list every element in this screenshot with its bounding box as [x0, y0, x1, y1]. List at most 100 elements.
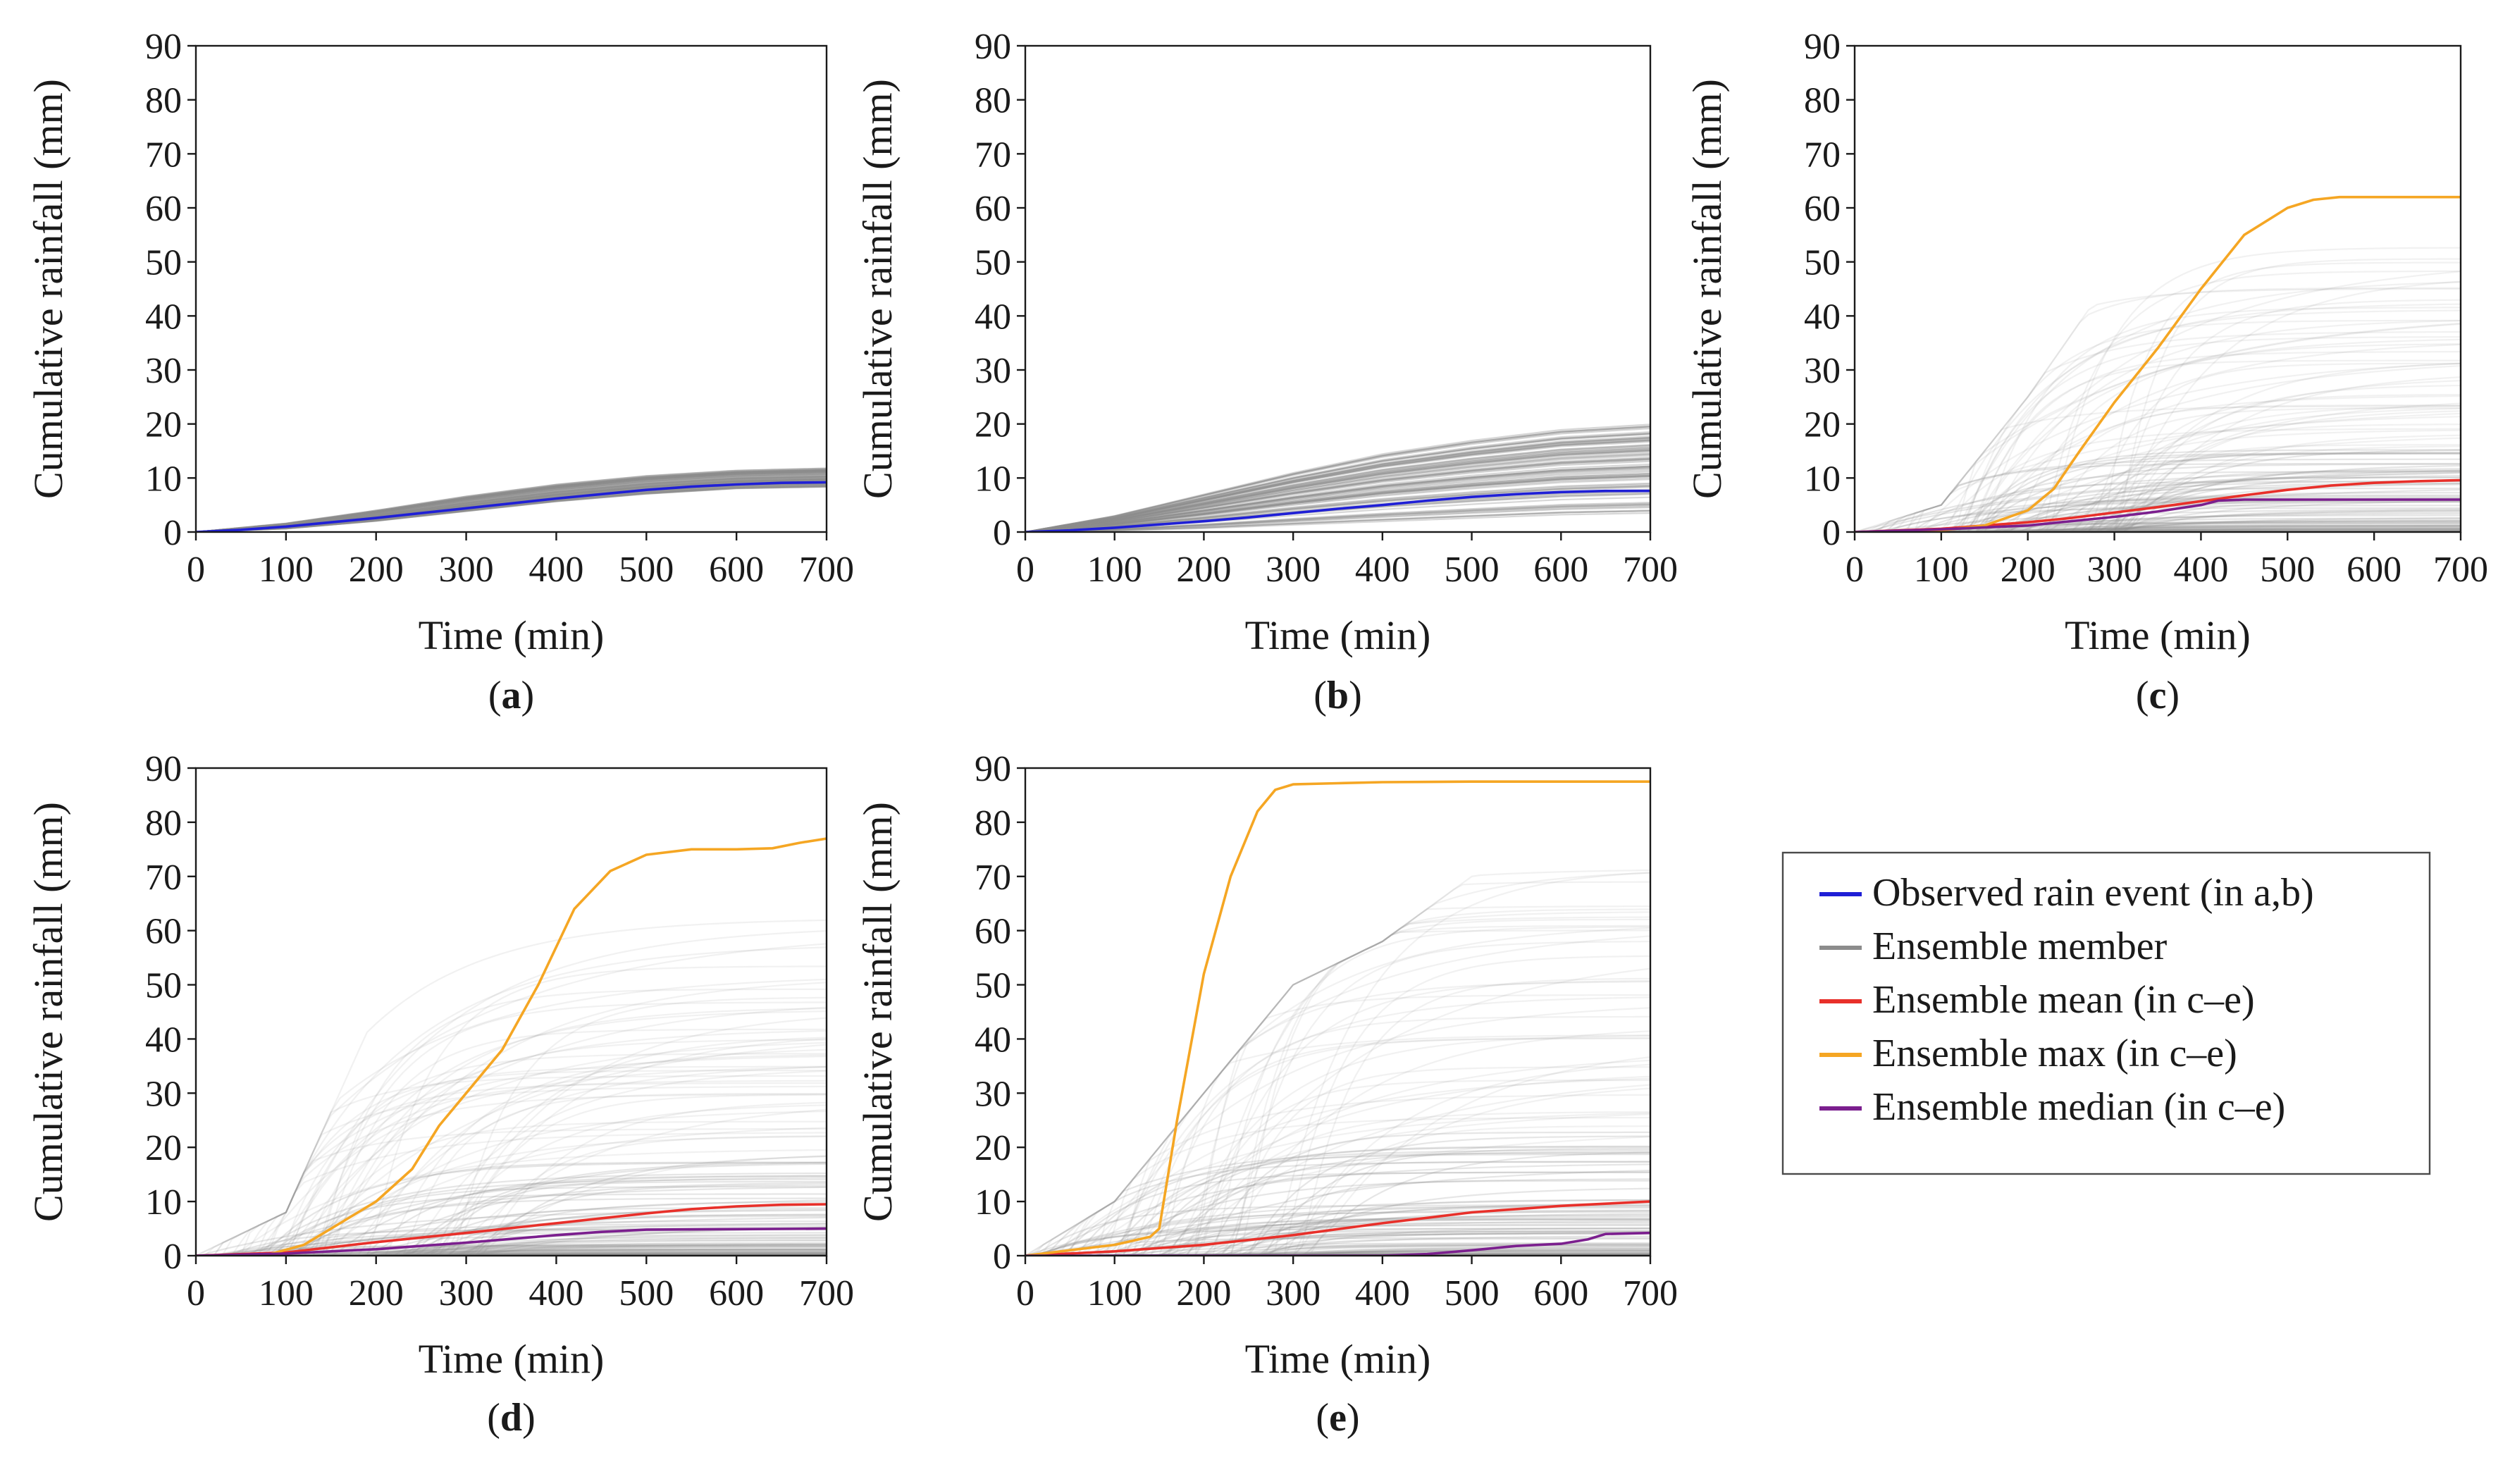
panel-label-open: (	[2136, 674, 2149, 717]
ensemble-member-line	[1025, 1180, 1650, 1256]
ensemble-member-line	[1025, 502, 1650, 532]
ensemble-member-line	[196, 1092, 827, 1256]
ensemble-member-line	[1025, 1202, 1650, 1256]
ensemble-member-line	[1855, 452, 2461, 532]
ensemble-member-line	[1025, 1136, 1650, 1256]
x-axis-label: Time (min)	[2065, 612, 2251, 658]
ensemble-member-line	[1025, 1217, 1650, 1256]
ensemble-member-line	[1025, 1079, 1650, 1256]
plot-frame	[1024, 44, 1652, 533]
ensemble-member-line	[1025, 1224, 1650, 1256]
ensemble-member-line	[196, 471, 827, 532]
ensemble-member-line	[1025, 504, 1650, 532]
ensemble-member-line	[1025, 1007, 1650, 1256]
ensemble-member-line	[1855, 501, 2461, 532]
ensemble-member-line	[1855, 299, 2461, 532]
plot-area	[1025, 780, 1650, 1256]
ensemble-member-line	[1025, 929, 1650, 1256]
ensemble-member-line	[1855, 528, 2461, 532]
ensemble-member-line	[1855, 365, 2461, 532]
ensemble-member-line	[196, 1244, 827, 1256]
ensemble-member-line	[1025, 452, 1650, 532]
ensemble-members	[1025, 869, 1650, 1256]
ensemble-member-line	[1025, 1151, 1650, 1256]
ensemble-member-line	[196, 470, 827, 532]
ensemble-member-line	[1855, 359, 2461, 532]
ensemble-member-line	[1855, 319, 2461, 532]
ensemble-member-line	[1025, 908, 1650, 1256]
ensemble-member-line	[1855, 492, 2461, 532]
ensemble-member-line	[196, 1093, 827, 1256]
ensemble-member-line	[196, 1037, 827, 1256]
ensemble-member-line	[1025, 1218, 1650, 1256]
ensemble-member-line	[196, 1251, 827, 1256]
ensemble-member-line	[1855, 458, 2461, 532]
x-tick-label: 300	[2087, 550, 2142, 590]
ensemble-member-line	[196, 1180, 827, 1256]
ensemble-member-line	[1855, 394, 2461, 532]
ensemble-member-line	[1025, 981, 1650, 1256]
y-axis: 0 10 20 30 40 50 60 70 80 90 Cumulative rainfall (…	[25, 27, 196, 553]
y-axis: 0 10 20 30 40 50 60 70 80 90 Cumulative rainfall (…	[1684, 27, 1855, 553]
ensemble-member-line	[1025, 881, 1650, 1256]
ensemble-member-line	[196, 1120, 827, 1256]
ensemble-member-line	[196, 1094, 827, 1256]
ensemble-member-line	[1025, 1131, 1650, 1256]
ensemble-member-line	[1025, 466, 1650, 532]
y-tick-label: 60	[975, 189, 1011, 229]
ensemble-member-line	[196, 946, 827, 1256]
ensemble-member-line	[196, 469, 827, 532]
y-axis-label: Cumulative rainfall (mm)	[855, 802, 901, 1222]
ensemble-member-line	[1025, 1221, 1650, 1256]
ensemble-member-line	[196, 1201, 827, 1256]
ensemble-member-line	[196, 1208, 827, 1256]
x-tick-label: 200	[1176, 1273, 1231, 1313]
x-tick-label: 700	[2433, 550, 2488, 590]
ensemble-member-line	[196, 469, 827, 532]
y-tick-label: 30	[975, 1074, 1011, 1114]
ensemble-member-line	[1025, 1249, 1650, 1256]
ensemble-member-line	[196, 471, 827, 532]
ensemble-member-line	[1025, 426, 1650, 532]
x-tick-label: 0	[1016, 550, 1034, 590]
ensemble-member-line	[196, 1039, 827, 1256]
ensemble-member-line	[1855, 526, 2461, 532]
ensemble-member-line	[1855, 495, 2461, 532]
y-tick-label: 30	[145, 351, 182, 391]
x-tick-label: 600	[709, 1273, 764, 1313]
ensemble-member-line	[196, 1246, 827, 1256]
ensemble-member-line	[1025, 1152, 1650, 1256]
ensemble-member-line	[1025, 1245, 1650, 1256]
series-line-ensemble-median-in-c-e	[1025, 1231, 1650, 1256]
ensemble-member-line	[1855, 428, 2461, 532]
x-axis: 0 100 200 300 400 500 600 700 Time (min)	[1016, 1256, 1678, 1382]
ensemble-member-line	[1025, 1238, 1650, 1256]
ensemble-member-line	[1025, 1135, 1650, 1256]
ensemble-member-line	[1025, 1247, 1650, 1256]
ensemble-member-line	[196, 472, 827, 532]
panel-d: 0 100 200 300 400 500 600 700 Time (min) 0 10 20 30 4…	[25, 749, 854, 1440]
ensemble-member-line	[1025, 1077, 1650, 1256]
ensemble-member-line	[1025, 872, 1650, 1256]
ensemble-member-line	[1025, 485, 1650, 532]
ensemble-member-line	[196, 1228, 827, 1256]
y-tick-label: 80	[1804, 81, 1841, 121]
y-axis-label: Cumulative rainfall (mm)	[25, 79, 71, 499]
ensemble-member-line	[1025, 438, 1650, 532]
series-line-ensemble-mean-in-c-e	[1025, 1200, 1650, 1256]
ensemble-member-line	[196, 1175, 827, 1256]
ensemble-member-line	[196, 484, 827, 532]
x-tick-label: 300	[439, 550, 494, 590]
y-axis-label: Cumulative rainfall (mm)	[25, 802, 71, 1222]
ensemble-member-line	[196, 486, 827, 532]
series-line-ensemble-max-in-c-e	[1025, 780, 1650, 1256]
ensemble-member-line	[1025, 1084, 1650, 1256]
ensemble-member-line	[196, 469, 827, 532]
ensemble-member-line	[196, 1223, 827, 1256]
ensemble-member-line	[1025, 1251, 1650, 1256]
plot-area	[1025, 423, 1650, 532]
ensemble-member-line	[1025, 1245, 1650, 1256]
ensemble-member-line	[1025, 1034, 1650, 1256]
ensemble-member-line	[1855, 362, 2461, 532]
